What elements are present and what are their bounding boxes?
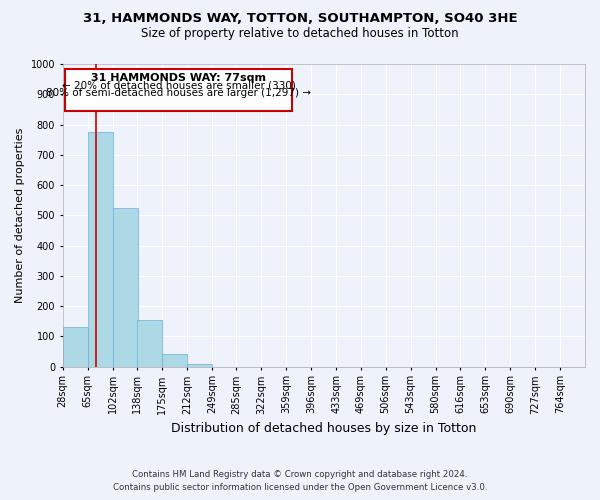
Text: Size of property relative to detached houses in Totton: Size of property relative to detached ho… bbox=[141, 28, 459, 40]
Bar bbox=[162, 354, 187, 366]
Text: ← 20% of detached houses are smaller (330): ← 20% of detached houses are smaller (33… bbox=[62, 80, 296, 90]
Text: 31, HAMMONDS WAY, TOTTON, SOUTHAMPTON, SO40 3HE: 31, HAMMONDS WAY, TOTTON, SOUTHAMPTON, S… bbox=[83, 12, 517, 26]
X-axis label: Distribution of detached houses by size in Totton: Distribution of detached houses by size … bbox=[171, 422, 476, 435]
Text: 31 HAMMONDS WAY: 77sqm: 31 HAMMONDS WAY: 77sqm bbox=[91, 73, 266, 83]
Text: Contains HM Land Registry data © Crown copyright and database right 2024.
Contai: Contains HM Land Registry data © Crown c… bbox=[113, 470, 487, 492]
Bar bbox=[137, 320, 162, 366]
Text: 80% of semi-detached houses are larger (1,297) →: 80% of semi-detached houses are larger (… bbox=[46, 88, 311, 98]
Y-axis label: Number of detached properties: Number of detached properties bbox=[15, 128, 25, 303]
Bar bbox=[187, 364, 212, 366]
Bar bbox=[65, 69, 292, 111]
Bar bbox=[113, 208, 137, 366]
Bar bbox=[62, 327, 88, 366]
Bar bbox=[88, 132, 113, 366]
